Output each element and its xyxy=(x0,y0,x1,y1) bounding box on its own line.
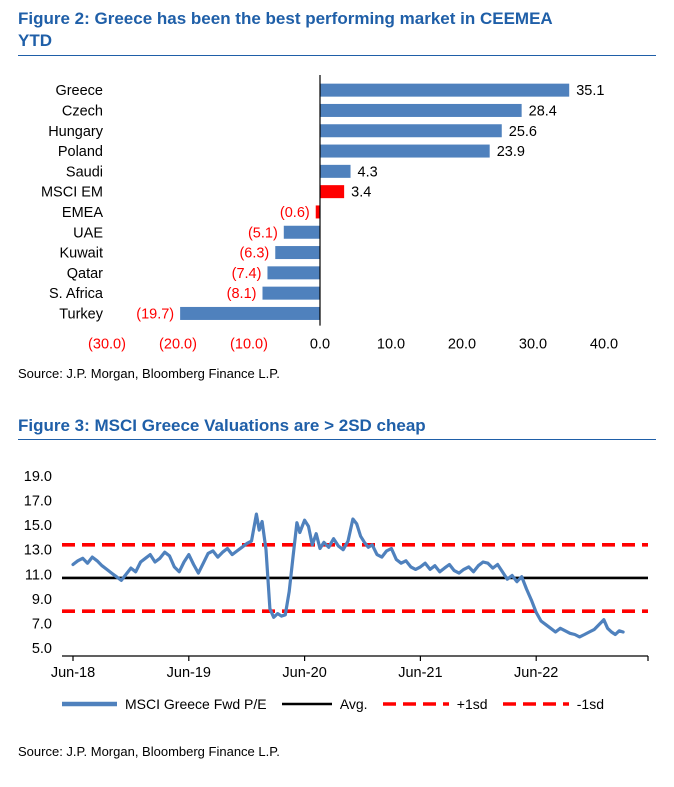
x-axis-tick-label-jun-19: Jun-19 xyxy=(167,665,211,681)
figure3-section: Figure 3: MSCI Greece Valuations are > 2… xyxy=(0,407,674,760)
legend-marker-1sd-icon xyxy=(382,702,449,707)
y-axis-tick-label-9.0: 9.0 xyxy=(32,592,52,608)
x-axis-tick-label-6: 30.0 xyxy=(519,336,547,352)
value-label-turkey: (19.7) xyxy=(136,306,174,322)
legend-label-1sd: +1sd xyxy=(456,696,488,713)
category-label-emea: EMEA xyxy=(62,204,103,220)
category-label-hungary: Hungary xyxy=(48,123,104,139)
y-axis-tick-label-15.0: 15.0 xyxy=(24,518,52,534)
y-axis-tick-label-19.0: 19.0 xyxy=(24,469,52,485)
bar-kuwait xyxy=(275,245,320,259)
value-label-s-africa: (8.1) xyxy=(227,286,257,302)
bar-s-africa xyxy=(262,286,320,300)
value-label-poland: 23.9 xyxy=(497,144,525,160)
y-axis-tick-label-5.0: 5.0 xyxy=(32,641,52,657)
bar-turkey xyxy=(180,306,320,320)
value-label-msci-em: 3.4 xyxy=(351,184,371,200)
legend-marker-1sd-icon xyxy=(502,702,569,707)
figure2-title-rule xyxy=(18,54,656,56)
bar-qatar xyxy=(267,265,320,279)
value-label-emea: (0.6) xyxy=(280,204,310,220)
legend-label-avg: Avg. xyxy=(339,696,368,713)
value-label-uae: (5.1) xyxy=(248,225,278,241)
legend-item-1sd: +1sd xyxy=(382,696,488,713)
legend-item-avg: Avg. xyxy=(281,696,368,713)
x-axis-tick-label-jun-20: Jun-20 xyxy=(282,665,326,681)
legend-marker-msci-greece-fwd-p-e-icon xyxy=(62,702,117,707)
bar-poland xyxy=(320,144,490,158)
figure3-title-text: Figure 3: MSCI Greece Valuations are > 2… xyxy=(18,415,426,435)
x-axis-tick-label-jun-22: Jun-22 xyxy=(514,665,558,681)
value-label-kuwait: (6.3) xyxy=(239,245,269,261)
value-label-hungary: 25.6 xyxy=(509,123,537,139)
figure2-title-line2: YTD xyxy=(18,30,52,50)
bar-czech xyxy=(320,103,522,117)
x-axis-tick-label-0: (30.0) xyxy=(88,336,126,352)
value-label-greece: 35.1 xyxy=(576,83,604,99)
legend-label-1sd: -1sd xyxy=(576,696,604,713)
bar-greece xyxy=(320,83,570,97)
legend-marker-avg-icon xyxy=(281,702,332,706)
bar-hungary xyxy=(320,123,502,137)
category-label-saudi: Saudi xyxy=(66,164,103,180)
value-label-czech: 28.4 xyxy=(529,103,557,119)
y-axis-tick-label-17.0: 17.0 xyxy=(24,494,52,510)
x-axis-tick-label-4: 10.0 xyxy=(377,336,405,352)
figure2-source: Source: J.P. Morgan, Bloomberg Finance L… xyxy=(18,365,280,381)
legend-item-msci-greece-fwd-p-e: MSCI Greece Fwd P/E xyxy=(62,696,267,712)
value-label-saudi: 4.3 xyxy=(358,164,378,180)
x-axis-tick-label-2: (10.0) xyxy=(230,336,268,352)
x-axis-tick-label-1: (20.0) xyxy=(159,336,197,352)
figure3-line-chart: 5.0 7.0 9.0 11.0 13.0 15.0 17.0 19.0 Jun-18 Jun-1… xyxy=(24,469,649,681)
y-axis-tick-label-7.0: 7.0 xyxy=(32,617,52,633)
category-label-msci-em: MSCI EM xyxy=(41,184,103,200)
bar-msci-em xyxy=(320,184,345,198)
y-axis-tick-label-13.0: 13.0 xyxy=(24,543,52,559)
bar-emea xyxy=(315,204,320,218)
bar-uae xyxy=(283,225,320,239)
figure3-legend: MSCI Greece Fwd P/E Avg. +1sd -1sd xyxy=(0,696,674,712)
category-label-turkey: Turkey xyxy=(59,306,104,322)
category-label-qatar: Qatar xyxy=(67,265,103,281)
x-axis-tick-label-7: 40.0 xyxy=(590,336,618,352)
y-axis-tick-label-11.0: 11.0 xyxy=(25,568,52,584)
category-label-czech: Czech xyxy=(62,103,103,119)
bar-saudi xyxy=(320,164,351,178)
category-label-s-africa: S. Africa xyxy=(49,286,104,302)
figure2-title: Figure 2: Greece has been the best perfo… xyxy=(18,8,638,52)
legend-item-1sd: -1sd xyxy=(502,696,604,713)
x-axis-tick-label-3: 0.0 xyxy=(310,336,330,352)
figure2-bar-chart: Greece 35.1 Czech 28.4 Hungary 25.6 Poland 23.9… xyxy=(41,74,618,352)
category-label-poland: Poland xyxy=(58,144,103,160)
x-axis-tick-label-jun-21: Jun-21 xyxy=(398,665,442,681)
figure3-title-rule xyxy=(18,439,656,441)
figure3-title: Figure 3: MSCI Greece Valuations are > 2… xyxy=(18,415,638,437)
figure3-source: Source: J.P. Morgan, Bloomberg Finance L… xyxy=(18,744,280,760)
category-label-uae: UAE xyxy=(73,225,103,241)
category-label-greece: Greece xyxy=(55,83,103,99)
x-axis-tick-label-5: 20.0 xyxy=(448,336,476,352)
series-line-msci-greece-fwd-p-e xyxy=(71,512,625,639)
figure2-section: Figure 2: Greece has been the best perfo… xyxy=(0,0,674,381)
figure2-title-line1: Figure 2: Greece has been the best perfo… xyxy=(18,9,553,28)
x-axis-tick-label-jun-18: Jun-18 xyxy=(51,665,95,681)
legend-label-msci-greece-fwd-p-e: MSCI Greece Fwd P/E xyxy=(125,696,267,713)
category-label-kuwait: Kuwait xyxy=(59,245,103,261)
value-label-qatar: (7.4) xyxy=(232,265,262,281)
